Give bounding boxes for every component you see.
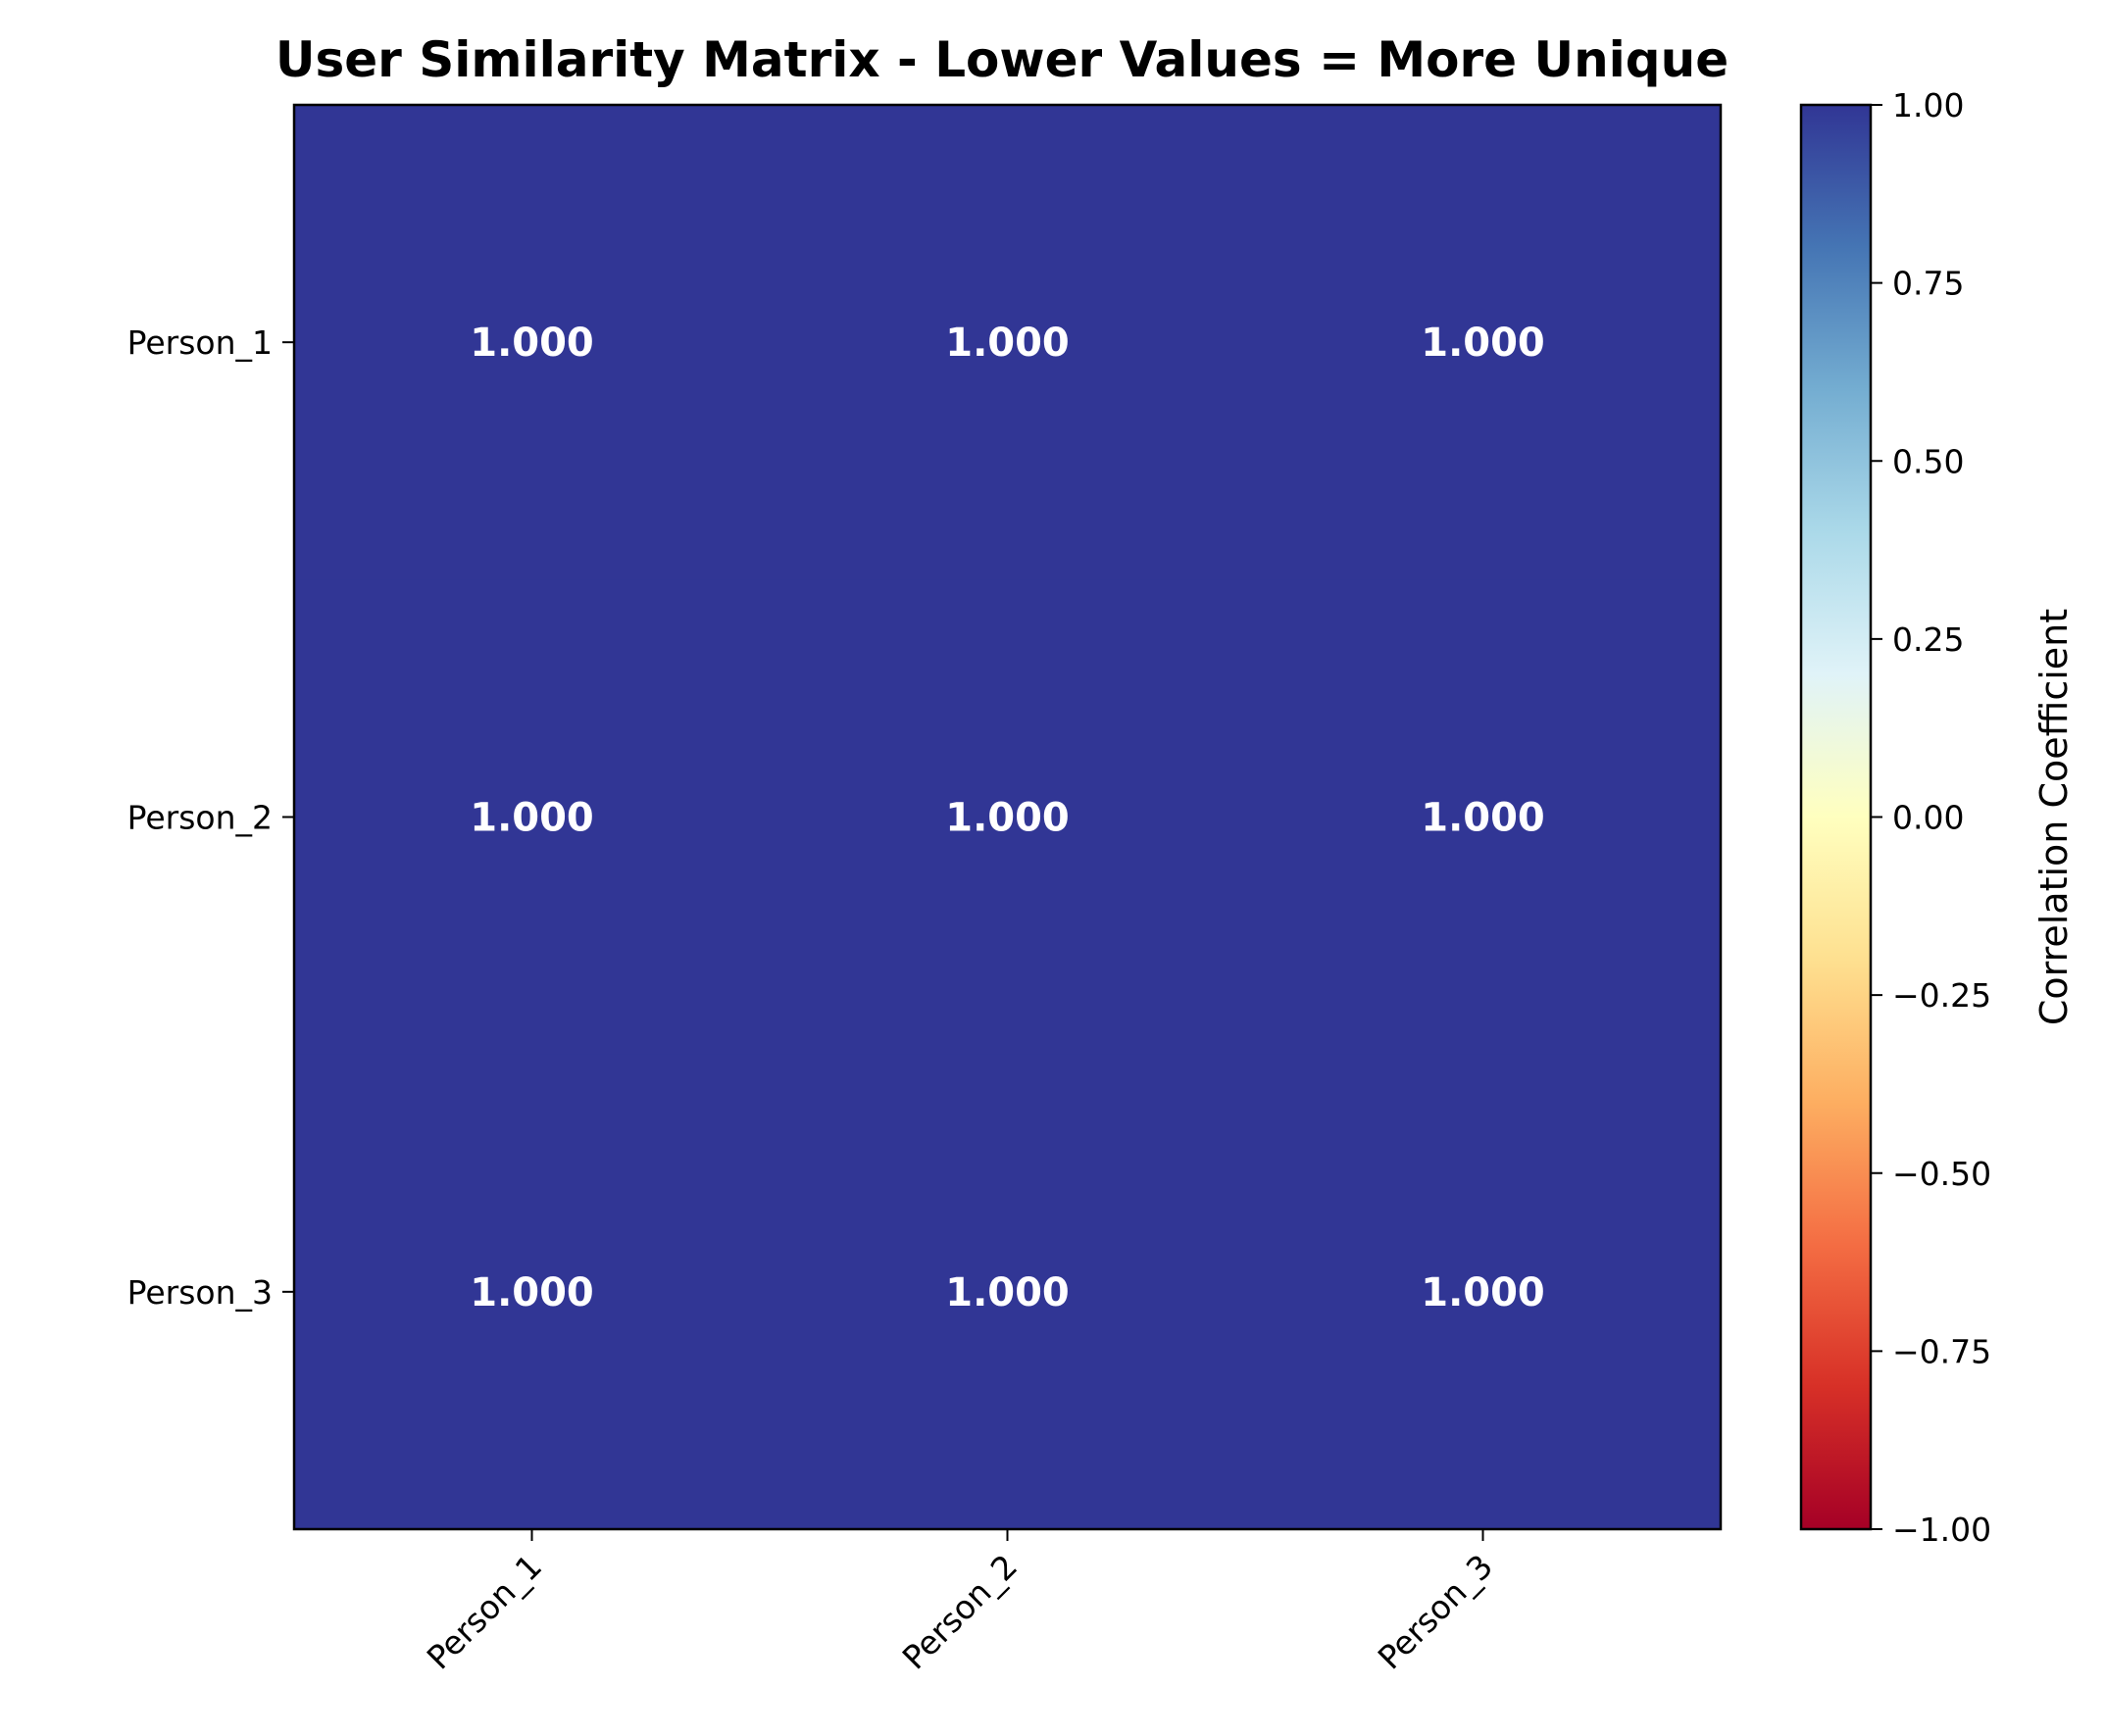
cell-value-label: 1.000 xyxy=(1421,321,1545,366)
colorbar-tick-label: −0.50 xyxy=(1892,1155,1991,1193)
heatmap-cell xyxy=(770,105,1246,580)
colorbar-tick-label: 0.50 xyxy=(1892,442,1964,480)
colorbar-tick-label: 0.00 xyxy=(1892,799,1964,837)
chart-title: User Similarity Matrix - Lower Values = … xyxy=(276,31,1729,88)
colorbar-label: Correlation Coefficient xyxy=(2032,609,2076,1025)
cell-value-label: 1.000 xyxy=(470,321,594,366)
cell-value-label: 1.000 xyxy=(470,1270,594,1315)
heatmap-cell xyxy=(294,1054,771,1530)
colorbar: 1.00 0.75 0.50 0.25 0.00 −0.25 −0.50 −0.75 −1.00… xyxy=(1799,86,2076,1549)
heatmap-cell xyxy=(770,1054,1246,1530)
cell-value-label: 1.000 xyxy=(945,321,1070,366)
heatmap-cell xyxy=(294,105,771,580)
heatmap-cell xyxy=(294,579,771,1056)
colorbar-tick-label: 0.25 xyxy=(1892,620,1964,659)
heatmap-cell xyxy=(1245,105,1722,580)
cell-value-label: 1.000 xyxy=(945,796,1070,841)
heatmap-cell xyxy=(770,579,1246,1056)
heatmap-plot-area: 1.000 1.000 1.000 1.000 1.000 1.000 1.000 1.000… xyxy=(127,103,1723,1677)
x-tick-label: Person_1 xyxy=(420,1547,550,1677)
y-tick-label: Person_2 xyxy=(127,799,273,837)
colorbar-tick-label: 0.75 xyxy=(1892,265,1964,303)
colorbar-tick-label: −1.00 xyxy=(1892,1511,1991,1549)
colorbar-gradient xyxy=(1799,103,1873,1531)
y-tick-label: Person_3 xyxy=(127,1273,273,1312)
cell-value-label: 1.000 xyxy=(1421,1270,1545,1315)
y-tick-label: Person_1 xyxy=(127,323,273,362)
colorbar-tick-label: −0.75 xyxy=(1892,1332,1991,1370)
cell-value-label: 1.000 xyxy=(945,1270,1070,1315)
heatmap-cell xyxy=(1245,579,1722,1056)
x-tick-label: Person_3 xyxy=(1371,1547,1501,1677)
heatmap-cell xyxy=(1245,1054,1722,1530)
colorbar-tick-label: 1.00 xyxy=(1892,86,1964,124)
x-tick-label: Person_2 xyxy=(895,1547,1026,1677)
colorbar-tick-label: −0.25 xyxy=(1892,976,1991,1015)
cell-value-label: 1.000 xyxy=(1421,796,1545,841)
cell-value-label: 1.000 xyxy=(470,796,594,841)
